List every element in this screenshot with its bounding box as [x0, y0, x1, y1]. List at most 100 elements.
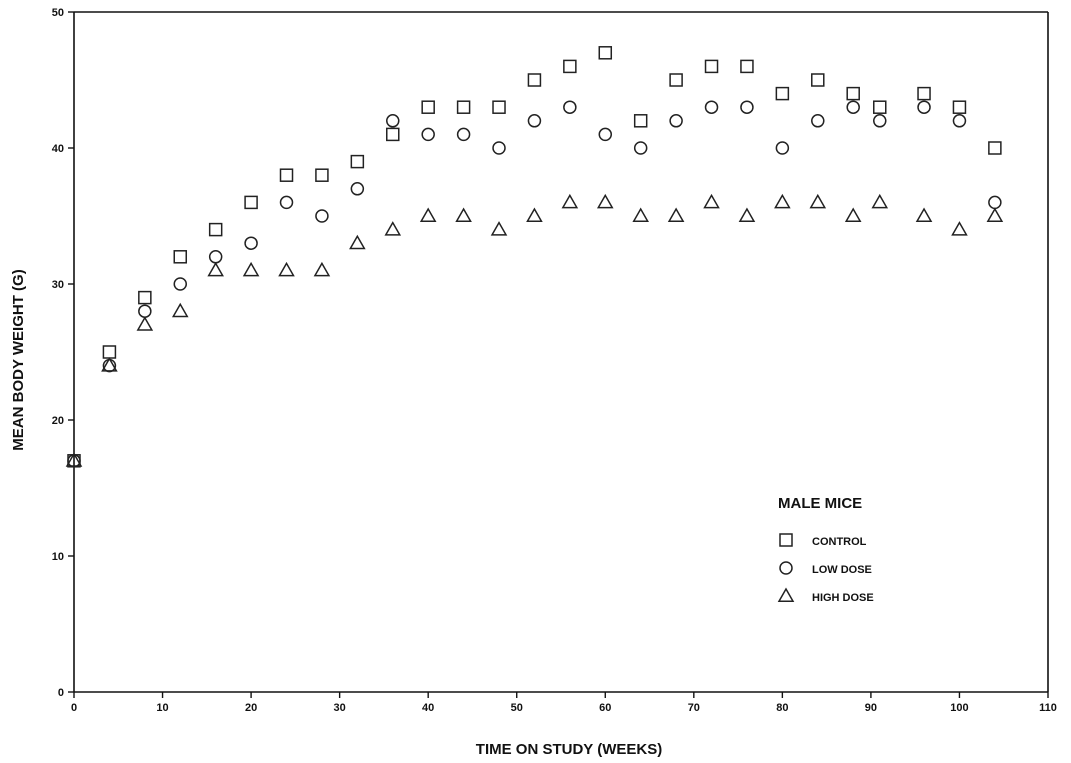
high-dose-point [986, 207, 1004, 222]
high-dose-point [278, 261, 295, 277]
high-dose-point [915, 207, 933, 222]
control-point [386, 127, 400, 142]
control-point [208, 222, 223, 237]
control-point [704, 59, 719, 74]
high-dose-point [101, 357, 118, 372]
y-tick-label: 40 [52, 143, 64, 155]
control-point [846, 86, 860, 101]
control-point [492, 100, 506, 114]
high-dose-point [844, 207, 862, 222]
control-point [952, 100, 967, 114]
high-dose-point [809, 193, 827, 209]
high-dose-point [774, 193, 791, 209]
control-point [456, 100, 471, 114]
low-dose-point [775, 141, 790, 155]
low-dose-point [740, 100, 754, 114]
low-dose-point [598, 127, 613, 142]
x-tick-label: 20 [245, 702, 257, 714]
x-tick-label: 100 [950, 702, 968, 714]
low-dose-point [244, 236, 258, 250]
control-point [633, 114, 648, 128]
series-low-dose [67, 100, 1002, 468]
high-dose-point [561, 193, 579, 209]
low-dose-point [208, 250, 223, 264]
legend: MALE MICE CONTROL LOW DOSE HIGH DOSE [777, 495, 874, 604]
high-dose-point [526, 207, 543, 222]
legend-control-label: CONTROL [812, 536, 867, 548]
control-point [350, 154, 365, 169]
legend-low-dose-label: LOW DOSE [812, 564, 872, 576]
x-tick-label: 50 [511, 702, 523, 714]
y-tick-label: 30 [52, 279, 64, 291]
x-tick-label: 70 [688, 702, 700, 714]
low-dose-point [873, 114, 887, 128]
low-dose-point [456, 127, 471, 142]
x-tick-label: 60 [599, 702, 611, 714]
low-dose-point [527, 114, 542, 128]
high-dose-point [65, 452, 83, 467]
x-tick-label: 30 [334, 702, 346, 714]
control-point [598, 46, 613, 60]
axes [73, 11, 1049, 693]
x-tick-label: 80 [776, 702, 788, 714]
control-point [563, 59, 577, 74]
control-point [811, 73, 825, 87]
y-tick-label: 0 [58, 687, 64, 699]
control-point [138, 290, 152, 305]
high-dose-point [596, 193, 614, 209]
low-dose-point [811, 114, 825, 128]
x-tick-label: 0 [71, 702, 77, 714]
low-dose-point [350, 182, 365, 196]
high-dose-point [242, 261, 260, 277]
low-dose-point [279, 195, 294, 210]
axis-ticks: 0 10 20 30 40 50 60 70 80 90 100 110 0 10 20 30 40 50 [52, 7, 1057, 714]
control-point [315, 168, 329, 182]
high-dose-point [951, 221, 968, 236]
high-dose-point [419, 207, 437, 222]
low-dose-point [846, 100, 860, 114]
low-dose-point [421, 127, 435, 142]
low-dose-point [669, 114, 683, 128]
control-point [740, 59, 754, 74]
legend-low-dose-marker [779, 561, 793, 575]
y-axis-title: MEAN BODY WEIGHT (G) [10, 269, 27, 450]
high-dose-point [632, 207, 649, 222]
legend-items: CONTROL LOW DOSE HIGH DOSE [777, 533, 874, 604]
control-point [988, 141, 1002, 155]
control-point [421, 100, 435, 114]
high-dose-point [349, 234, 366, 250]
control-point [279, 168, 294, 182]
x-tick-label: 10 [156, 702, 168, 714]
high-dose-point [171, 302, 189, 318]
low-dose-point [917, 100, 931, 114]
low-dose-point [633, 141, 648, 155]
control-point [102, 345, 117, 359]
legend-high-dose-label: HIGH DOSE [812, 592, 874, 604]
high-dose-point [313, 261, 331, 277]
control-point [775, 86, 790, 101]
control-point [873, 100, 887, 114]
high-dose-point [490, 221, 508, 236]
series-high-dose [65, 193, 1004, 467]
control-point [527, 73, 542, 87]
low-dose-point [563, 100, 577, 114]
high-dose-point [703, 193, 720, 209]
legend-high-dose-marker [777, 587, 795, 602]
x-axis-title: TIME ON STUDY (WEEKS) [476, 741, 662, 758]
high-dose-point [384, 221, 402, 236]
high-dose-point [207, 261, 224, 277]
control-point [244, 195, 258, 210]
x-tick-label: 90 [865, 702, 877, 714]
legend-control-marker [779, 533, 793, 547]
y-tick-label: 20 [52, 415, 64, 427]
control-point [173, 250, 188, 264]
low-dose-point [952, 114, 967, 128]
x-tick-label: 40 [422, 702, 434, 714]
legend-title: MALE MICE [778, 495, 862, 512]
high-dose-point [136, 316, 154, 331]
low-dose-point [315, 209, 329, 223]
control-point [917, 86, 931, 101]
low-dose-point [173, 277, 188, 291]
low-dose-point [138, 304, 152, 318]
